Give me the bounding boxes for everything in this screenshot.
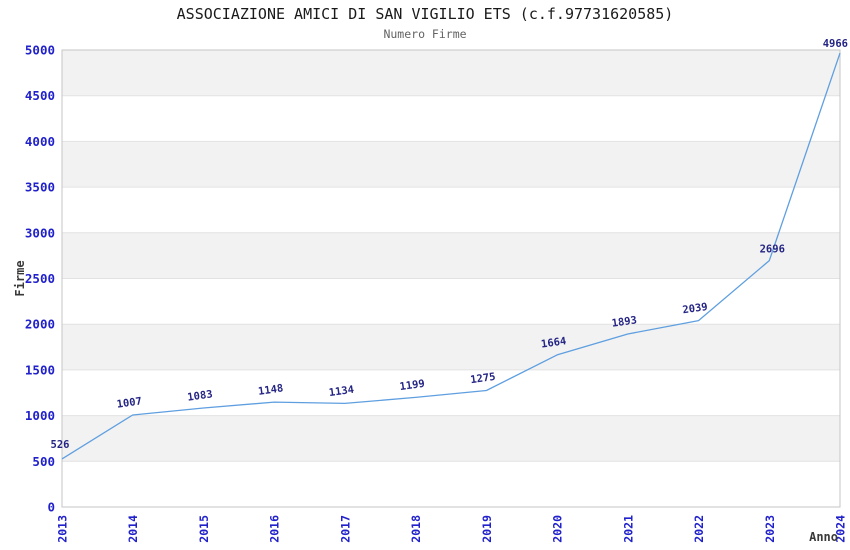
x-tick-label: 2023 xyxy=(763,515,777,543)
y-tick-label: 2000 xyxy=(25,317,55,332)
data-point-label: 1083 xyxy=(187,388,214,403)
y-tick-label: 1500 xyxy=(25,362,55,377)
data-point-label: 4966 xyxy=(823,38,848,50)
y-tick-label: 4500 xyxy=(25,88,55,103)
x-tick-label: 2017 xyxy=(338,515,352,543)
x-tick-label: 2013 xyxy=(56,515,70,543)
y-tick-label: 3500 xyxy=(25,180,55,195)
x-tick-label: 2015 xyxy=(197,515,211,543)
data-point-label: 1275 xyxy=(470,371,497,386)
y-tick-label: 4000 xyxy=(25,134,55,149)
x-tick-label: 2021 xyxy=(621,515,635,543)
plot-band xyxy=(62,415,840,462)
chart-subtitle: Numero Firme xyxy=(383,27,467,41)
x-tick-label: 2016 xyxy=(268,515,282,543)
x-tick-label: 2018 xyxy=(409,515,423,543)
data-point-label: 1007 xyxy=(116,395,143,410)
data-point-label: 526 xyxy=(51,439,70,451)
plot-band xyxy=(62,141,840,188)
chart-title: ASSOCIAZIONE AMICI DI SAN VIGILIO ETS (c… xyxy=(176,5,674,23)
plot-frame xyxy=(61,49,841,508)
x-tick-label: 2014 xyxy=(126,515,140,543)
x-tick-label: 2024 xyxy=(834,515,848,543)
y-tick-label: 1000 xyxy=(25,408,55,423)
y-tick-label: 3000 xyxy=(25,225,55,240)
plot-band xyxy=(62,50,840,96)
data-point-label: 1199 xyxy=(399,378,426,393)
data-point-label: 1893 xyxy=(611,314,638,329)
plot-band xyxy=(62,232,840,279)
data-point-label: 2039 xyxy=(682,301,709,316)
data-point-label: 1134 xyxy=(328,384,355,399)
plot-band xyxy=(62,324,840,370)
x-tick-label: 2020 xyxy=(551,515,565,543)
data-point-label: 1664 xyxy=(540,335,567,350)
data-point-label: 1148 xyxy=(257,382,284,397)
y-tick-label: 500 xyxy=(32,454,55,469)
y-tick-label: 5000 xyxy=(25,43,55,58)
y-tick-label: 2500 xyxy=(25,271,55,286)
data-point-label: 2696 xyxy=(760,244,785,256)
x-tick-label: 2019 xyxy=(480,515,494,543)
x-axis-label: Anno xyxy=(809,530,838,544)
x-tick-label: 2022 xyxy=(692,515,706,543)
data-line xyxy=(61,52,841,460)
y-tick-label: 0 xyxy=(47,500,55,515)
y-axis-label: Firme xyxy=(13,260,27,296)
